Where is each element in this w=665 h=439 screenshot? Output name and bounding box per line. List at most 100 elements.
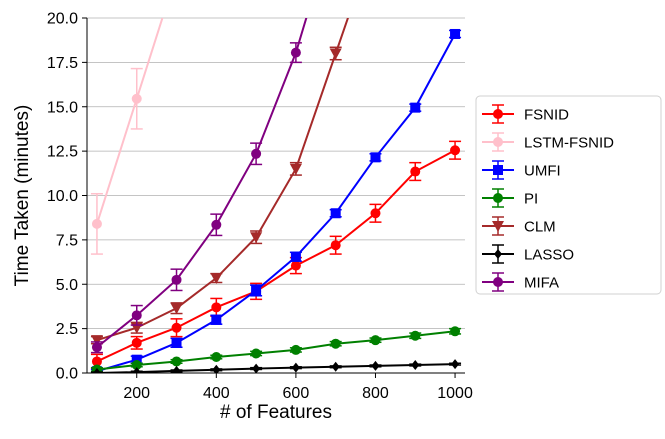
data-point — [211, 352, 222, 363]
legend-label: PI — [524, 191, 538, 208]
x-axis-label: # of Features — [220, 402, 332, 423]
data-point — [493, 165, 503, 175]
legend-frame — [475, 95, 662, 295]
data-point — [171, 356, 182, 367]
data-point — [171, 274, 182, 285]
data-point — [290, 47, 301, 58]
series-line — [96, 33, 456, 373]
legend: FSNID LSTM-FSNID UMFI PI CLM LASSO MIFA — [475, 95, 662, 295]
data-point — [251, 348, 262, 359]
data-point — [370, 208, 381, 219]
legend-label: UMFI — [524, 163, 561, 180]
legend-entry: MIFA — [482, 272, 559, 292]
data-point — [370, 152, 381, 163]
data-point — [212, 364, 221, 373]
data-point — [131, 93, 142, 104]
data-point — [450, 28, 461, 39]
legend-entry: CLM — [482, 216, 556, 236]
x-tick-label: 800 — [362, 385, 389, 402]
data-point — [370, 335, 381, 346]
series-line — [96, 149, 456, 363]
axes — [82, 17, 465, 378]
series-lstm-fsnid — [90, 18, 164, 255]
data-point — [92, 368, 101, 373]
x-tick-label: 200 — [123, 385, 150, 402]
data-series — [90, 18, 462, 373]
y-tick-label: 0.0 — [56, 366, 78, 383]
series-line — [96, 363, 456, 373]
data-point — [211, 314, 222, 325]
legend-label: FSNID — [524, 107, 569, 124]
series-line — [96, 330, 456, 371]
legend-label: LSTM-FSNID — [524, 135, 614, 152]
legend-label: CLM — [524, 219, 556, 236]
data-point — [131, 360, 142, 371]
y-tick-label: 2.5 — [56, 321, 78, 338]
legend-entry: LSTM-FSNID — [482, 132, 614, 152]
data-point — [132, 367, 141, 373]
data-point — [251, 285, 262, 296]
legend-entry: FSNID — [482, 104, 569, 124]
data-point — [289, 163, 302, 175]
data-point — [91, 342, 102, 353]
y-axis-label: Time Taken (minutes) — [12, 105, 33, 287]
data-point — [410, 330, 421, 341]
data-point — [450, 145, 461, 156]
legend-label: MIFA — [524, 275, 559, 292]
y-tick-label: 7.5 — [56, 232, 78, 249]
data-point — [211, 219, 222, 230]
data-point — [211, 302, 222, 313]
data-point — [290, 251, 301, 262]
series-mifa — [90, 18, 308, 354]
data-point — [493, 193, 503, 203]
data-point — [91, 218, 102, 229]
data-point — [131, 354, 142, 365]
data-point — [290, 260, 301, 271]
data-point — [450, 326, 461, 337]
data-point — [492, 221, 504, 232]
x-tick-label: 1000 — [437, 385, 473, 402]
data-point — [251, 148, 262, 159]
legend-entry: PI — [482, 188, 538, 208]
legend-label: LASSO — [524, 247, 574, 264]
data-point — [494, 249, 502, 259]
y-tick-label: 10.0 — [47, 188, 78, 205]
series-pi — [90, 326, 462, 373]
y-tick-label: 5.0 — [56, 277, 78, 294]
legend-entry: LASSO — [482, 244, 574, 264]
data-point — [410, 166, 421, 177]
data-point — [91, 356, 102, 367]
data-point — [90, 335, 103, 347]
data-point — [331, 361, 340, 372]
x-tick-label: 600 — [283, 385, 310, 402]
data-point — [371, 360, 380, 371]
legend-entry: UMFI — [482, 160, 561, 180]
data-point — [291, 362, 300, 373]
data-point — [410, 102, 421, 113]
y-tick-label: 12.5 — [47, 144, 78, 161]
data-point — [330, 240, 341, 251]
data-point — [330, 208, 341, 219]
data-point — [171, 337, 182, 348]
data-point — [252, 363, 261, 373]
data-point — [290, 344, 301, 355]
series-clm — [90, 18, 349, 347]
data-point — [330, 338, 341, 349]
data-point — [172, 365, 181, 373]
data-point — [411, 360, 420, 371]
data-point — [451, 359, 460, 370]
x-tick-label: 400 — [203, 385, 230, 402]
series-fsnid — [90, 140, 462, 370]
y-tick-label: 20.0 — [47, 11, 78, 28]
tick-labels: 0.0 2.5 5.0 7.5 10.0 12.5 15.0 17.5 20.0 200 400 60… — [47, 11, 473, 403]
grid-lines — [87, 17, 465, 374]
data-point — [250, 232, 263, 244]
data-point — [493, 137, 503, 147]
series-line — [96, 18, 349, 342]
y-tick-label: 15.0 — [47, 99, 78, 116]
data-point — [210, 273, 223, 285]
data-point — [171, 322, 182, 333]
data-point — [170, 303, 183, 315]
data-point — [493, 277, 503, 287]
